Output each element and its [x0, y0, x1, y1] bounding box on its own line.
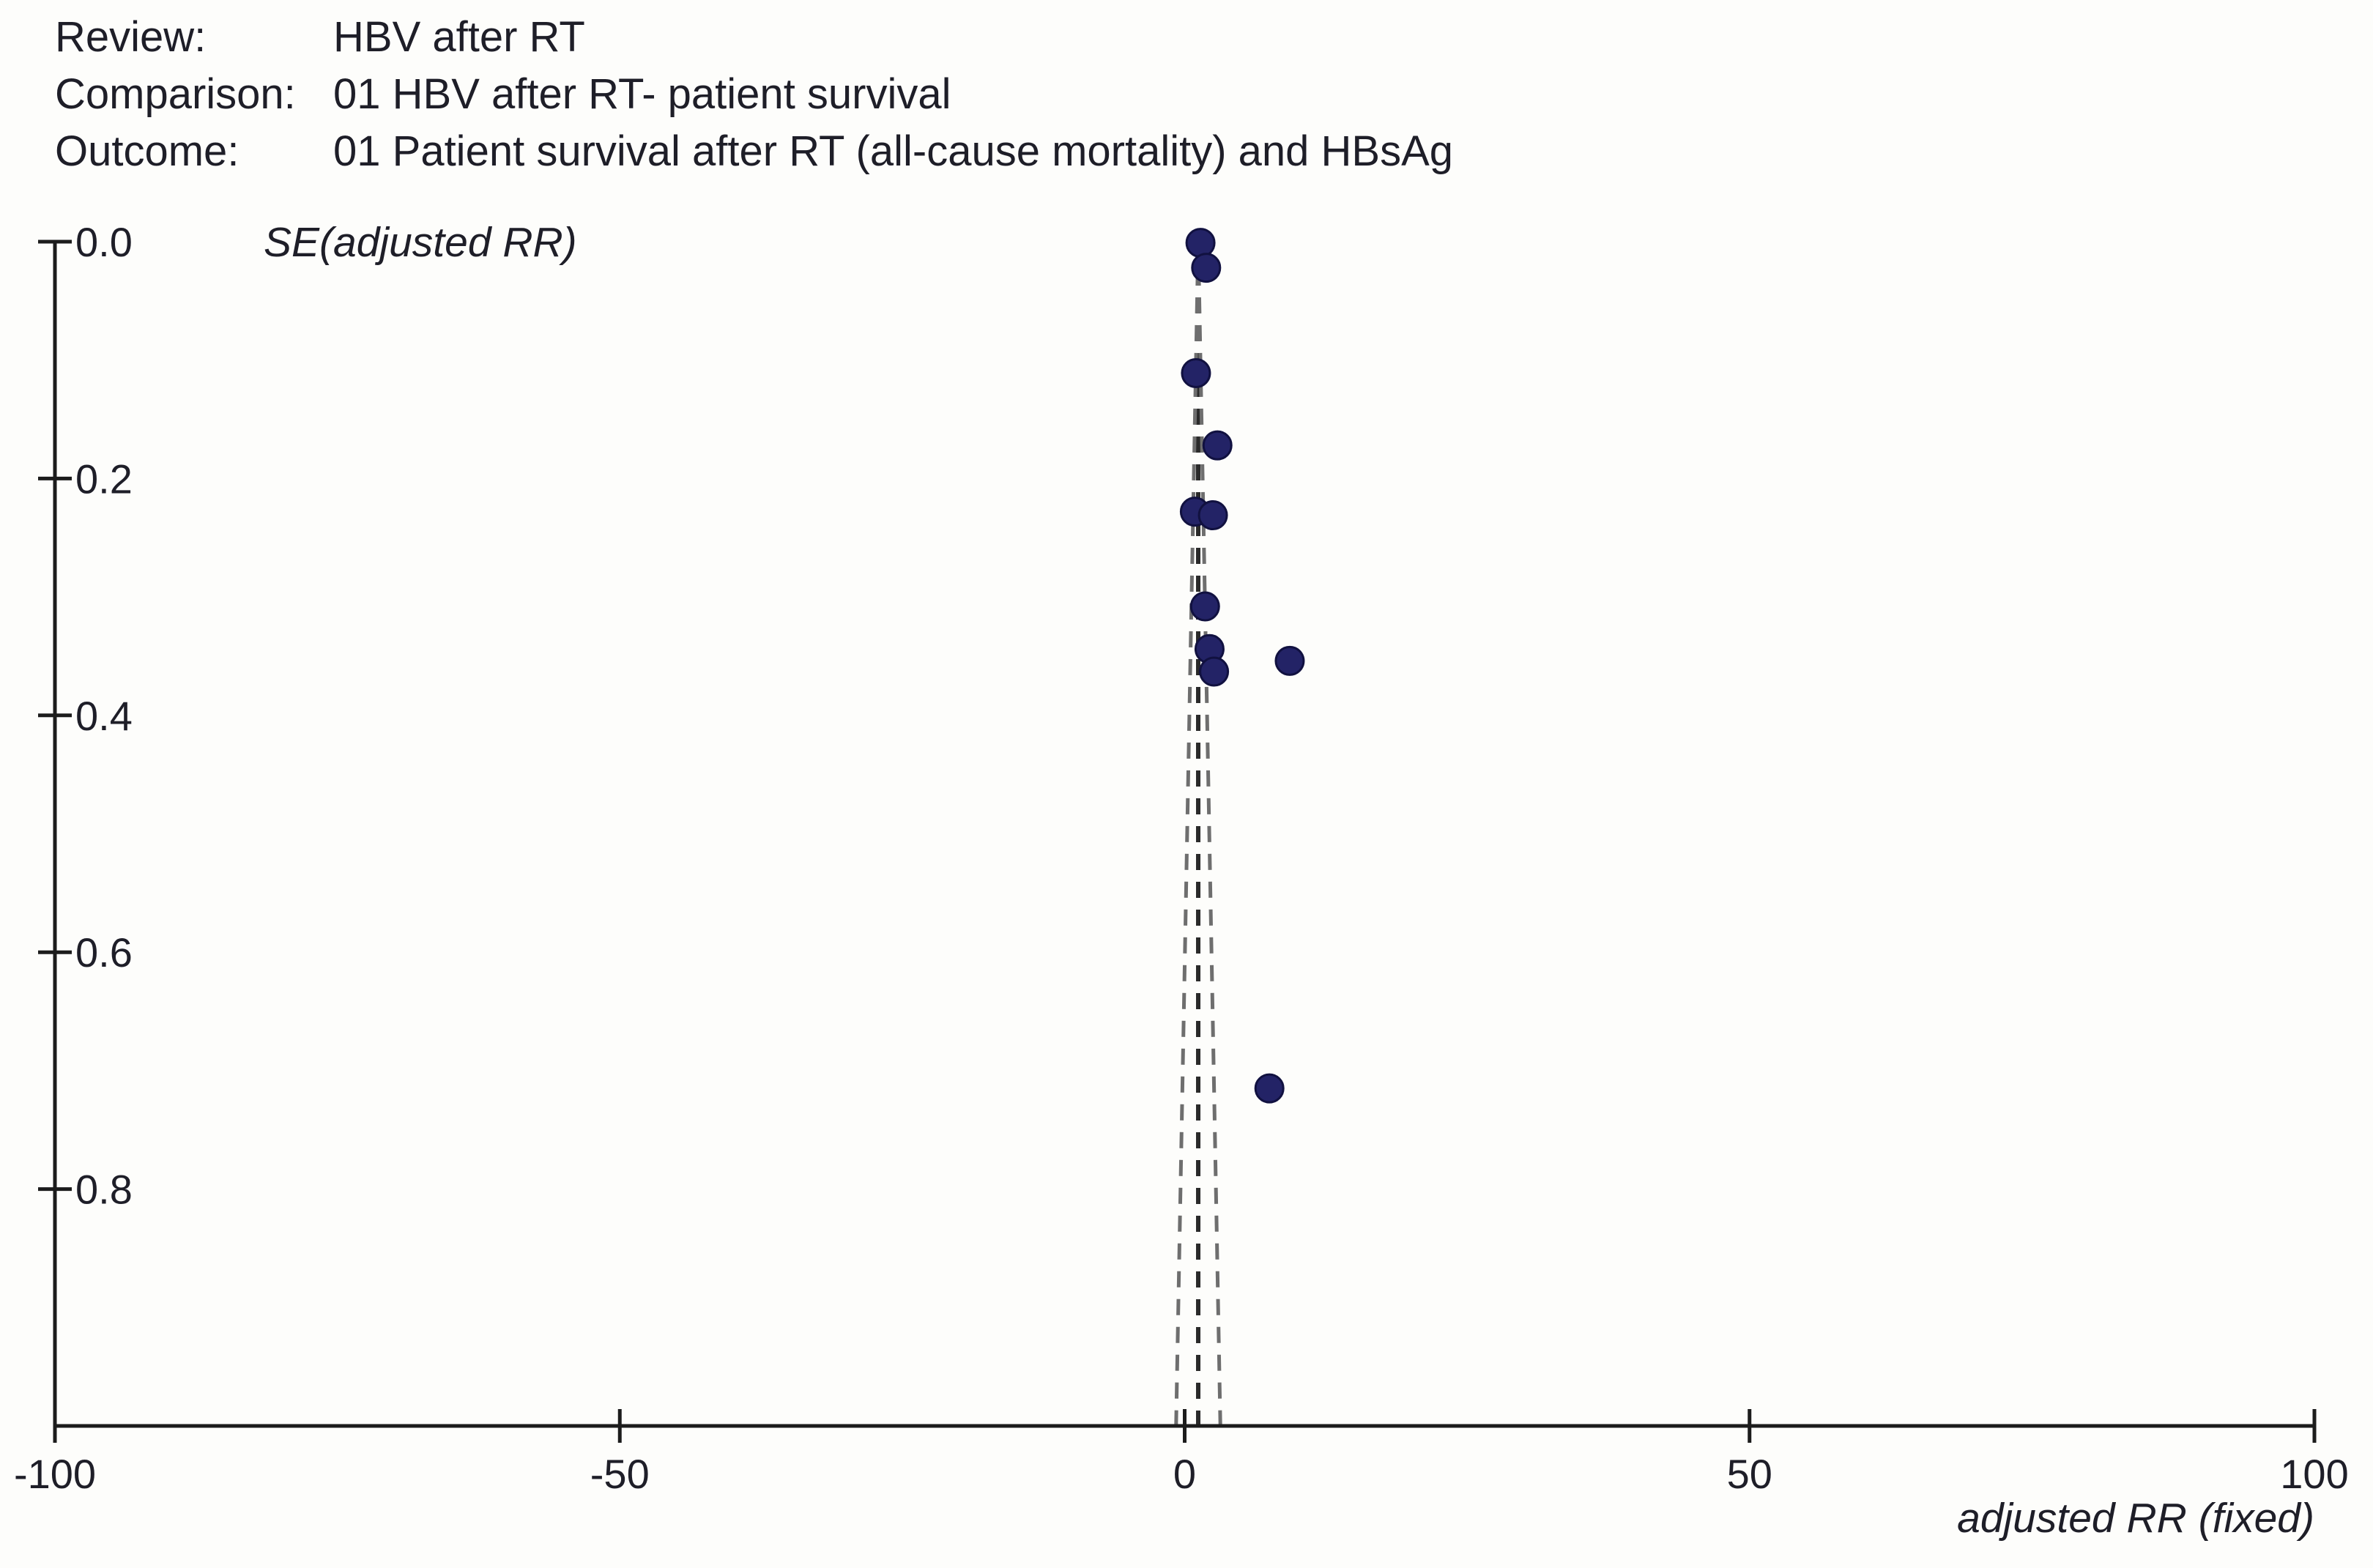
x-axis-title: adjusted RR (fixed)	[1957, 1495, 2314, 1542]
data-point	[1274, 645, 1305, 676]
data-point	[1189, 591, 1220, 622]
data-point	[1202, 430, 1233, 461]
x-tick-label: -50	[590, 1451, 650, 1497]
data-point	[1199, 656, 1230, 687]
outcome-label: Outcome:	[55, 127, 239, 175]
outcome-value: 01 Patient survival after RT (all-cause …	[333, 127, 1454, 175]
funnel-ci-right-line	[1196, 241, 1222, 1427]
header-row-outcome: Outcome: 01 Patient survival after RT (a…	[55, 123, 1453, 180]
data-point	[1181, 357, 1211, 388]
x-tick-label: 0	[1173, 1451, 1196, 1497]
data-point	[1191, 253, 1222, 283]
review-label: Review:	[55, 13, 207, 61]
x-tick-label: 50	[1727, 1451, 1772, 1497]
y-tick-label: 0.6	[75, 929, 133, 976]
y-tick-label: 0.0	[75, 219, 133, 265]
review-value: HBV after RT	[333, 13, 585, 61]
header-row-comparison: Comparison: 01 HBV after RT- patient sur…	[55, 66, 1453, 123]
y-tick-label: 0.4	[75, 693, 133, 739]
comparison-value: 01 HBV after RT- patient survival	[333, 70, 951, 118]
data-point	[1254, 1073, 1285, 1104]
y-axis-title: SE(adjusted RR)	[264, 219, 577, 266]
x-tick-label: 100	[2280, 1451, 2348, 1497]
data-point	[1185, 228, 1216, 259]
report-header: Review: HBV after RT Comparison: 01 HBV …	[55, 9, 1453, 180]
x-tick-label: -100	[14, 1451, 96, 1497]
funnel-ci-left-line	[1174, 241, 1200, 1427]
data-point	[1197, 500, 1228, 531]
y-tick-label: 0.2	[75, 456, 133, 502]
comparison-label: Comparison:	[55, 70, 296, 118]
header-row-review: Review: HBV after RT	[55, 9, 1453, 66]
y-tick-label: 0.8	[75, 1167, 133, 1213]
